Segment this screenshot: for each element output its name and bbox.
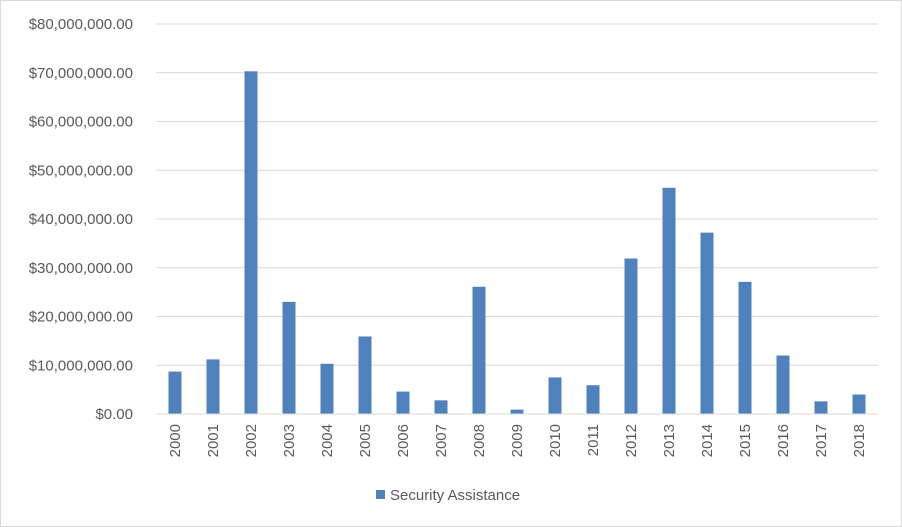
- x-tick-label: 2003: [281, 424, 298, 457]
- x-tick-label: 2015: [737, 424, 754, 457]
- y-axis: $0.00 $10,000,000.00 $20,000,000.00 $30,000…: [29, 16, 133, 423]
- bar-2005: [358, 336, 372, 414]
- x-tick-label: 2018: [851, 424, 868, 457]
- gridlines: [156, 23, 878, 415]
- bar-2013: [662, 187, 676, 414]
- y-tick-label: $20,000,000.00: [29, 309, 133, 326]
- bar-2000: [168, 371, 182, 414]
- bar-2014: [700, 232, 714, 414]
- x-tick-label: 2005: [357, 424, 374, 457]
- bar-2018: [852, 394, 866, 414]
- bar-2002: [244, 71, 258, 414]
- bar-2006: [396, 391, 410, 414]
- bar-2003: [282, 301, 296, 414]
- y-tick-label: $10,000,000.00: [29, 357, 133, 374]
- legend: Security Assistance: [376, 487, 520, 504]
- bar-2007: [434, 400, 448, 414]
- bar-2017: [814, 401, 828, 414]
- x-tick-label: 2009: [509, 424, 526, 457]
- y-tick-label: $30,000,000.00: [29, 260, 133, 277]
- bar-2010: [548, 377, 562, 414]
- x-tick-label: 2001: [205, 424, 222, 457]
- x-tick-label: 2000: [167, 424, 184, 457]
- x-tick-label: 2004: [319, 424, 336, 457]
- bar-2004: [320, 363, 334, 414]
- bar-2015: [738, 281, 752, 414]
- x-tick-label: 2014: [699, 424, 716, 457]
- y-tick-label: $80,000,000.00: [29, 16, 133, 33]
- bar-2011: [586, 385, 600, 414]
- y-tick-label: $50,000,000.00: [29, 162, 133, 179]
- x-tick-label: 2016: [775, 424, 792, 457]
- bar-2001: [206, 359, 220, 414]
- bar-2009: [510, 409, 524, 414]
- x-tick-label: 2012: [623, 424, 640, 457]
- x-tick-label: 2007: [433, 424, 450, 457]
- y-tick-label: $40,000,000.00: [29, 211, 133, 228]
- x-tick-label: 2006: [395, 424, 412, 457]
- bar-2016: [776, 355, 790, 414]
- bars: [168, 71, 866, 414]
- x-tick-label: 2002: [243, 424, 260, 457]
- x-tick-label: 2011: [585, 424, 602, 456]
- legend-swatch: [376, 490, 385, 499]
- bar-2008: [472, 286, 486, 414]
- x-tick-label: 2010: [547, 424, 564, 457]
- x-tick-label: 2017: [813, 424, 830, 457]
- y-tick-label: $70,000,000.00: [29, 65, 133, 82]
- y-tick-label: $0.00: [95, 406, 133, 423]
- x-tick-label: 2013: [661, 424, 678, 457]
- x-tick-label: 2008: [471, 424, 488, 457]
- x-axis: 2000 2001 2002 2003 2004 2005 2006 2007 2008 2009…: [156, 413, 878, 457]
- legend-label: Security Assistance: [390, 487, 520, 504]
- y-tick-label: $60,000,000.00: [29, 114, 133, 131]
- bar-2012: [624, 258, 638, 414]
